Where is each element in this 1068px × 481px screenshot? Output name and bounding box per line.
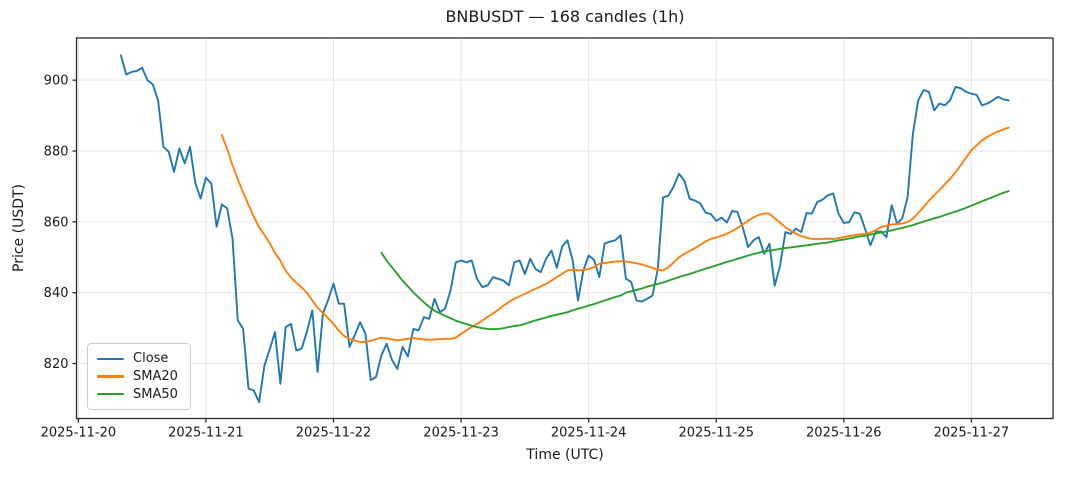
- x-tick-label: 2025-11-26: [806, 426, 882, 441]
- x-tick-label: 2025-11-24: [551, 426, 627, 441]
- y-axis-label: Price (USDT): [11, 184, 27, 272]
- sma50-line-swatch-icon: [97, 392, 124, 396]
- y-tick-label: 880: [44, 145, 69, 160]
- legend-label-sma20: SMA20: [133, 369, 178, 384]
- legend-item-sma20: SMA20: [97, 368, 178, 386]
- close-line-swatch-icon: [97, 357, 124, 361]
- x-tick-label: 2025-11-22: [296, 426, 372, 441]
- x-tick-label: 2025-11-27: [934, 426, 1010, 441]
- x-tick-label: 2025-11-25: [678, 426, 754, 441]
- y-tick-label: 900: [44, 74, 69, 89]
- plot-border: [75, 37, 1054, 420]
- x-tick-label: 2025-11-20: [41, 426, 117, 441]
- legend-item-sma50: SMA50: [97, 385, 178, 403]
- x-axis-label: Time (UTC): [526, 447, 604, 463]
- legend-label-close: Close: [133, 351, 169, 367]
- x-tick-label: 2025-11-21: [168, 426, 244, 441]
- chart-title: BNBUSDT — 168 candles (1h): [445, 7, 685, 26]
- series-line-close: [119, 54, 1010, 404]
- series-line-sma20: [220, 126, 1010, 343]
- sma20-line-swatch-icon: [97, 375, 124, 378]
- y-tick-label: 820: [44, 357, 69, 372]
- y-tick-label: 860: [44, 215, 69, 230]
- legend-label-sma50: SMA50: [133, 386, 178, 402]
- x-tick-label: 2025-11-23: [423, 426, 499, 441]
- legend: Close SMA20 SMA50: [87, 343, 191, 410]
- legend-item-close: Close: [97, 350, 178, 368]
- y-tick-label: 840: [44, 286, 69, 301]
- series-line-sma50: [380, 190, 1010, 331]
